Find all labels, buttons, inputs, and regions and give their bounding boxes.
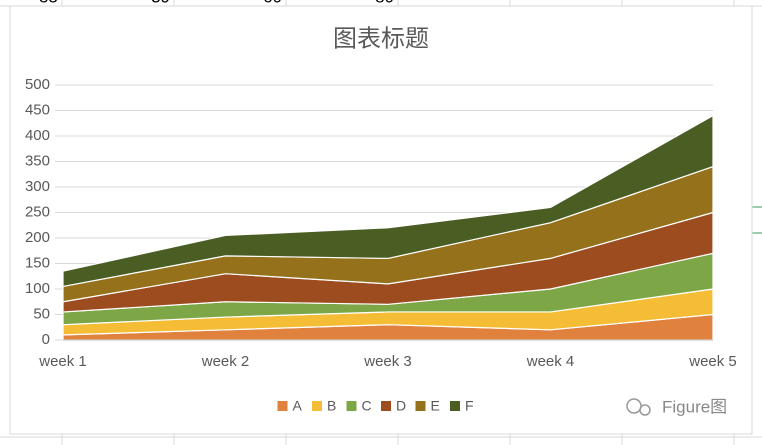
legend-swatch <box>415 401 426 411</box>
y-tick-label: 50 <box>33 305 50 322</box>
y-tick-label: 300 <box>25 178 50 195</box>
y-tick-label: 250 <box>25 203 50 220</box>
x-tick-label: week 5 <box>688 353 737 370</box>
x-tick-label: week 3 <box>363 353 412 370</box>
area <box>62 114 714 288</box>
x-tick-label: week 1 <box>38 353 87 370</box>
legend-swatch <box>381 401 391 411</box>
legend-label: D <box>396 398 406 414</box>
y-tick-label: 0 <box>42 331 50 348</box>
legend-label: F <box>465 398 474 414</box>
legend-label: B <box>327 398 336 414</box>
y-tick-label: 400 <box>25 127 50 144</box>
sheet-cell: 55 <box>39 0 58 6</box>
legend-label: A <box>293 398 303 414</box>
legend-swatch <box>346 401 357 411</box>
y-tick-label: 200 <box>25 229 50 246</box>
sheet-cell: 39 <box>151 0 170 6</box>
sheet-cell: 60 <box>263 0 282 6</box>
watermark-text: Figure图 <box>662 397 727 416</box>
legend-swatch <box>312 401 322 411</box>
y-tick-label: 150 <box>25 254 50 271</box>
y-tick-label: 500 <box>25 76 50 93</box>
legend-label: E <box>431 398 440 414</box>
x-tick-label: week 4 <box>526 353 575 370</box>
y-tick-label: 350 <box>25 152 50 169</box>
sheet-cell: 80 <box>375 0 394 6</box>
chart-title: 图表标题 <box>333 25 429 52</box>
legend-label: C <box>362 398 372 414</box>
y-tick-label: 450 <box>25 101 50 118</box>
legend-swatch <box>450 401 460 411</box>
y-tick-label: 100 <box>25 280 50 297</box>
x-tick-label: week 2 <box>201 353 250 370</box>
legend-swatch <box>277 401 288 411</box>
watermark: Figure图 <box>626 397 727 416</box>
